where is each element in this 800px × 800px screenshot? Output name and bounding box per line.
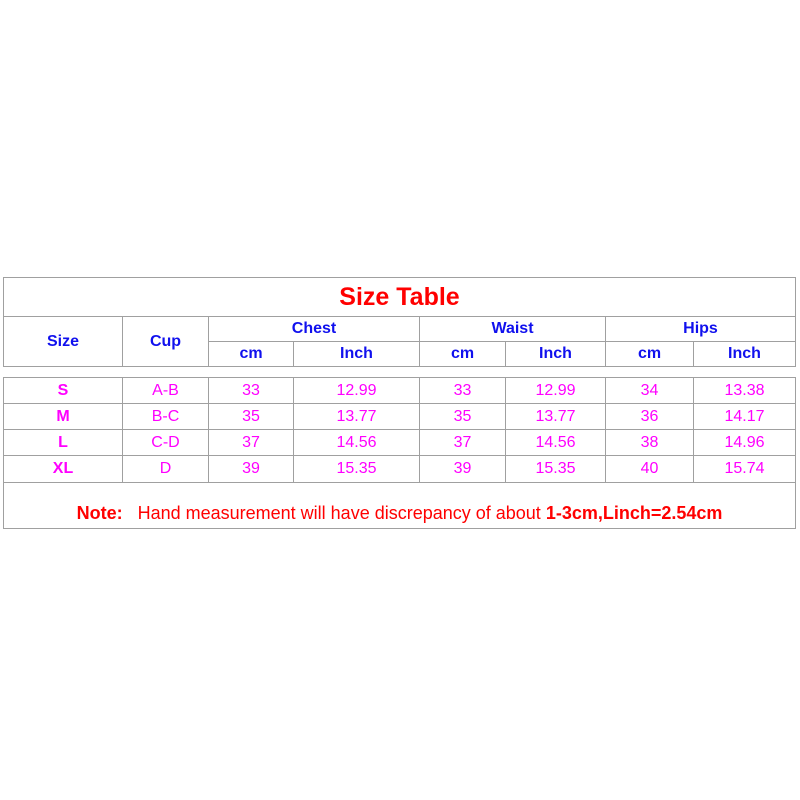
table-cell: 38 <box>605 429 694 456</box>
table-cell: 13.38 <box>693 377 796 404</box>
header-cup: Cup <box>122 316 209 367</box>
table-cell: 35 <box>208 403 294 430</box>
table-cell: D <box>122 455 209 483</box>
table-cell: 36 <box>605 403 694 430</box>
table-cell: C-D <box>122 429 209 456</box>
table-cell: 14.17 <box>693 403 796 430</box>
table-title: Size Table <box>3 277 796 317</box>
table-cell: 39 <box>208 455 294 483</box>
table-cell: M <box>3 403 123 430</box>
header-waist: Waist <box>419 316 606 342</box>
header-hips: Hips <box>605 316 796 342</box>
header-hips-inch: Inch <box>693 341 796 367</box>
table-cell: L <box>3 429 123 456</box>
table-cell: 12.99 <box>505 377 606 404</box>
header-waist-inch: Inch <box>505 341 606 367</box>
note-bold: 1-3cm,Linch=2.54cm <box>545 503 723 523</box>
table-cell: 14.96 <box>693 429 796 456</box>
table-cell: 13.77 <box>293 403 420 430</box>
note-text: Hand measurement will have discrepancy o… <box>137 503 541 523</box>
table-cell: XL <box>3 455 123 483</box>
table-cell: 15.74 <box>693 455 796 483</box>
table-cell: 35 <box>419 403 506 430</box>
table-cell: 15.35 <box>505 455 606 483</box>
table-cell: 12.99 <box>293 377 420 404</box>
header-hips-cm: cm <box>605 341 694 367</box>
header-chest: Chest <box>208 316 420 342</box>
table-cell: S <box>3 377 123 404</box>
table-cell: 33 <box>208 377 294 404</box>
table-cell: 39 <box>419 455 506 483</box>
table-cell: 33 <box>419 377 506 404</box>
table-cell: 37 <box>208 429 294 456</box>
header-chest-inch: Inch <box>293 341 420 367</box>
table-cell: 40 <box>605 455 694 483</box>
table-cell: 14.56 <box>505 429 606 456</box>
header-waist-cm: cm <box>419 341 506 367</box>
table-cell: B-C <box>122 403 209 430</box>
header-size: Size <box>3 316 123 367</box>
note-row: Note: Hand measurement will have discrep… <box>3 482 796 529</box>
table-cell: 34 <box>605 377 694 404</box>
header-chest-cm: cm <box>208 341 294 367</box>
table-cell: 37 <box>419 429 506 456</box>
note-label: Note: <box>76 503 123 523</box>
table-cell: A-B <box>122 377 209 404</box>
table-cell: 14.56 <box>293 429 420 456</box>
table-cell: 13.77 <box>505 403 606 430</box>
table-cell: 15.35 <box>293 455 420 483</box>
